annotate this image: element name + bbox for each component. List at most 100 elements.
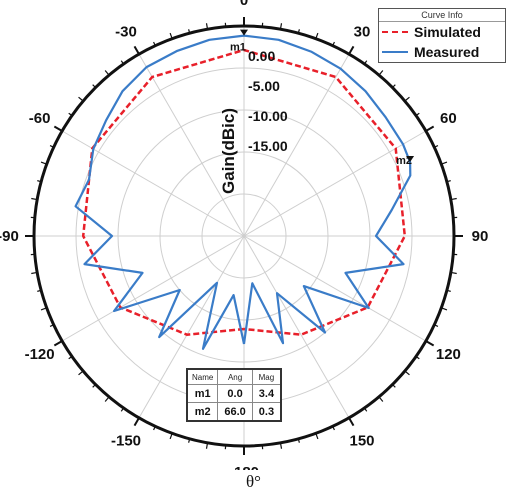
- legend-title: Curve Info: [379, 9, 505, 22]
- angle-tick-250: [40, 307, 47, 311]
- series-line-simulated: [81, 48, 407, 336]
- angle-tick-110: [441, 307, 448, 311]
- angle-tick-55: [415, 112, 420, 117]
- angle-label--90: -90: [0, 228, 19, 245]
- angle-tick-210: [133, 417, 140, 427]
- marker-header-name: Name: [186, 368, 219, 385]
- angle-tick-80: [450, 197, 457, 201]
- angle-tick-10: [279, 23, 283, 30]
- angle-tick-215: [120, 407, 125, 412]
- axis-labels: 0 30 60 90 120 150 -180 -150 -120 -90 -60 -30 0.00 -5…: [0, 0, 488, 470]
- angle-tick-280: [31, 197, 38, 201]
- grid-spoke-30: [243, 53, 350, 237]
- angle-tick-20: [315, 32, 319, 39]
- radial-label-0: 0.00: [248, 48, 275, 64]
- grid-spoke-150: [243, 235, 350, 419]
- angular-ticks: [25, 17, 463, 455]
- angle-label-0: 0: [240, 0, 248, 9]
- angle-label-120: 120: [436, 346, 461, 363]
- angle-tick-200: [169, 433, 173, 440]
- angle-tick-320: [104, 70, 110, 76]
- angle-tick-240: [53, 340, 63, 347]
- series-line-measured: [74, 34, 412, 350]
- angle-label--120: -120: [25, 346, 55, 363]
- grid-spoke-240: [61, 235, 245, 342]
- angle-tick-330: [133, 45, 140, 55]
- angle-tick-340: [169, 32, 173, 39]
- angle-label--180: -180: [229, 464, 259, 470]
- angle-tick-350: [205, 23, 209, 30]
- angle-tick-285: [37, 180, 42, 183]
- angle-tick-295: [49, 145, 54, 148]
- angle-tick-225: [92, 384, 96, 388]
- legend-item-simulated: Simulated: [379, 22, 505, 42]
- angle-tick-125: [415, 355, 420, 360]
- angle-tick-160: [315, 433, 319, 440]
- angle-tick-65: [434, 145, 439, 148]
- marker-row-m1: m1 0.0 3.4: [186, 384, 282, 403]
- simulated-swatch: [382, 31, 408, 33]
- legend-item-measured: Measured: [379, 42, 505, 62]
- angle-label-60: 60: [440, 110, 457, 127]
- angle-tick-220: [104, 396, 110, 402]
- angle-tick-120: [425, 340, 435, 347]
- angle-tick-345: [188, 29, 191, 34]
- angle-tick-75: [446, 180, 451, 183]
- angle-tick-60: [425, 125, 435, 132]
- legend: Curve Info Simulated Measured: [378, 8, 506, 63]
- angle-tick-100: [450, 271, 457, 275]
- angle-tick-45: [392, 84, 396, 88]
- radial-label-2: -10.00: [248, 108, 288, 124]
- angle-tick-50: [404, 96, 410, 102]
- marker-table-header: Name Ang Mag: [186, 368, 282, 385]
- marker-m2-name: m2: [186, 402, 219, 422]
- angle-tick-335: [153, 41, 156, 46]
- angle-tick-35: [363, 60, 368, 65]
- angle-tick-245: [49, 324, 54, 327]
- angle-label--30: -30: [115, 24, 137, 41]
- angle-tick-235: [68, 355, 73, 360]
- angle-tick-170: [279, 442, 283, 449]
- marker-row-m2: m2 66.0 0.3: [186, 402, 282, 422]
- grid-spoke-120: [243, 235, 427, 342]
- measured-swatch: [382, 51, 408, 53]
- radial-label-1: -5.00: [248, 78, 280, 94]
- angle-tick-105: [446, 289, 451, 292]
- grid-spoke-210: [138, 235, 245, 419]
- angle-tick-150: [348, 417, 355, 427]
- angle-tick-135: [392, 384, 396, 388]
- angle-tick-145: [363, 407, 368, 412]
- angle-label-30: 30: [354, 24, 371, 41]
- angle-tick-70: [441, 161, 448, 165]
- marker-header-mag: Mag: [251, 368, 282, 385]
- angle-label-150: 150: [349, 432, 374, 449]
- marker-layer: m1 m2: [230, 29, 415, 167]
- marker-m2-ang: 66.0: [217, 402, 253, 422]
- angle-tick-230: [78, 370, 84, 376]
- angle-tick-315: [92, 84, 96, 88]
- angle-tick-40: [378, 70, 384, 76]
- angle-tick-205: [153, 426, 156, 431]
- legend-label-measured: Measured: [414, 44, 480, 60]
- marker-m2-mag: 0.3: [251, 402, 282, 422]
- marker-triangle-m2: [406, 156, 415, 163]
- legend-label-simulated: Simulated: [414, 24, 481, 40]
- marker-header-ang: Ang: [217, 368, 253, 385]
- marker-table: Name Ang Mag m1 0.0 3.4 m2 66.0 0.3: [186, 368, 283, 422]
- marker-label-m2: m2: [396, 155, 412, 167]
- angle-tick-255: [37, 289, 42, 292]
- angle-tick-325: [120, 60, 125, 65]
- series-layer: [74, 34, 412, 350]
- angle-tick-140: [378, 396, 384, 402]
- radial-axis-title: Gain(dBic): [219, 108, 238, 194]
- angle-tick-290: [40, 161, 47, 165]
- angle-tick-300: [53, 125, 63, 132]
- marker-label-m1: m1: [230, 42, 246, 54]
- angle-tick-30: [348, 45, 355, 55]
- angle-tick-165: [297, 438, 300, 443]
- angle-label--150: -150: [111, 432, 141, 449]
- marker-triangle-m1: [240, 29, 248, 36]
- angle-tick-305: [68, 112, 73, 117]
- grid-spoke-330: [138, 53, 245, 237]
- angle-tick-190: [205, 442, 209, 449]
